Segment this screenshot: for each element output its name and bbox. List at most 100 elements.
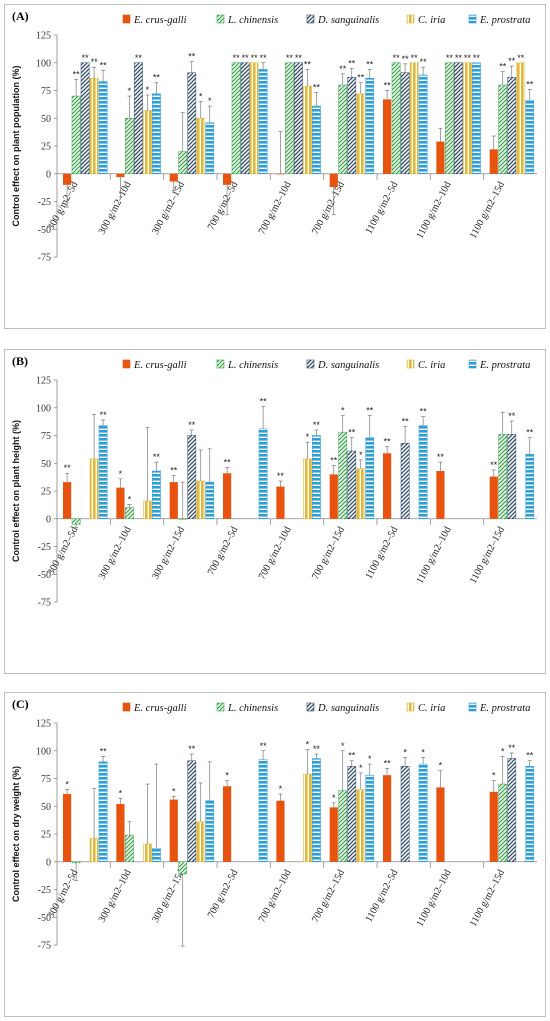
y-tick-label: 50 bbox=[41, 114, 51, 125]
bar-e-crus-galli-7 bbox=[383, 453, 392, 519]
x-tick-label: 1100 g/m2–5d bbox=[364, 180, 401, 236]
legend-item-d-sanguinalis: D. sanguinalis bbox=[306, 14, 379, 26]
significance-label: ** bbox=[251, 53, 259, 63]
chart-panel-b: (B) E. crus-galli L. chinensis D. sanguinal… bbox=[4, 349, 546, 674]
bar-e-crus-galli-3 bbox=[169, 173, 178, 182]
bar-c-iria-5 bbox=[303, 458, 312, 519]
significance-label: ** bbox=[420, 407, 428, 417]
bar-c-iria-2 bbox=[143, 500, 152, 520]
legend-item-l-chinensis: L. chinensis bbox=[216, 359, 278, 371]
y-tick-label: 125 bbox=[36, 376, 51, 387]
bar-e-prostrata-7 bbox=[418, 74, 428, 174]
bar-c-iria-9 bbox=[516, 62, 526, 174]
legend-label: E. prostrata bbox=[479, 703, 530, 714]
bar-l-chinensis-3 bbox=[178, 861, 188, 875]
bar-e-crus-galli-5 bbox=[276, 173, 285, 175]
significance-label: * bbox=[306, 740, 310, 750]
significance-label: ** bbox=[366, 406, 374, 416]
bar-d-sanguinalis-9 bbox=[507, 76, 517, 174]
bar-e-crus-galli-8 bbox=[436, 471, 445, 519]
legend-item-e-crus-galli: E. crus-galli bbox=[122, 359, 187, 371]
bar-l-chinensis-6 bbox=[338, 431, 348, 519]
y-tick-label: 25 bbox=[41, 830, 51, 841]
y-tick-label: 75 bbox=[41, 431, 51, 442]
significance-label: * bbox=[332, 793, 336, 803]
y-tick-label: 0 bbox=[46, 169, 51, 180]
significance-label: ** bbox=[348, 751, 356, 761]
x-tick-label: 700 g/m2–15d bbox=[310, 868, 347, 924]
legend-item-c-iria: C. iria bbox=[406, 14, 445, 26]
y-tick-label: 0 bbox=[46, 514, 51, 525]
legend-item-d-sanguinalis: D. sanguinalis bbox=[306, 702, 379, 714]
bar-l-chinensis-5 bbox=[285, 62, 294, 174]
bar-l-chinensis-1 bbox=[71, 95, 81, 174]
chart-a-svg: (A) E. crus-galli L. chinensis D. sanguinal… bbox=[11, 9, 537, 264]
significance-label: ** bbox=[135, 53, 143, 63]
bar-e-prostrata-5 bbox=[312, 105, 321, 174]
legend-label: C. iria bbox=[418, 703, 445, 714]
bar-e-prostrata-3 bbox=[205, 481, 215, 519]
significance-label: ** bbox=[313, 83, 321, 93]
significance-label: ** bbox=[366, 59, 374, 69]
bar-d-sanguinalis-6 bbox=[347, 766, 357, 862]
y-tick-label: 0 bbox=[46, 857, 51, 868]
bar-e-crus-galli-2 bbox=[116, 173, 125, 178]
x-tick-label: 700 g/m2–5d bbox=[206, 180, 241, 232]
chart-panel-a: (A) E. crus-galli L. chinensis D. sanguinal… bbox=[4, 4, 546, 329]
panel-label: (C) bbox=[12, 697, 29, 711]
legend-label: L. chinensis bbox=[227, 703, 278, 714]
y-tick-label: 125 bbox=[36, 31, 51, 42]
significance-label: ** bbox=[313, 744, 321, 754]
legend-item-e-prostrata: E. prostrata bbox=[468, 359, 530, 371]
bar-e-crus-galli-6 bbox=[329, 173, 338, 188]
bar-d-sanguinalis-1 bbox=[80, 62, 90, 174]
significance-label: * bbox=[359, 763, 363, 773]
significance-label: ** bbox=[295, 53, 303, 63]
bar-c-iria-5 bbox=[303, 773, 312, 862]
bar-e-crus-galli-9 bbox=[489, 791, 498, 862]
bar-e-prostrata-9 bbox=[525, 766, 535, 862]
significance-label: * bbox=[199, 92, 203, 102]
x-tick-label: 1100 g/m2–10d bbox=[415, 525, 454, 586]
bar-c-iria-5 bbox=[303, 85, 312, 174]
bar-d-sanguinalis-4 bbox=[240, 62, 250, 174]
significance-label: * bbox=[225, 771, 229, 781]
significance-label: * bbox=[119, 469, 123, 479]
bar-c-iria-3 bbox=[196, 118, 206, 174]
significance-label: ** bbox=[260, 53, 268, 63]
y-tick-label: 75 bbox=[41, 86, 51, 97]
significance-label: * bbox=[403, 747, 407, 757]
bar-e-prostrata-2 bbox=[152, 848, 161, 862]
bar-e-prostrata-2 bbox=[152, 470, 161, 519]
significance-label: * bbox=[306, 432, 310, 442]
significance-label: ** bbox=[499, 62, 507, 72]
significance-label: * bbox=[368, 754, 372, 764]
significance-label: ** bbox=[508, 743, 516, 753]
bar-l-chinensis-7 bbox=[391, 62, 401, 174]
legend-swatch bbox=[216, 359, 225, 369]
bar-c-iria-1 bbox=[89, 838, 99, 863]
significance-label: ** bbox=[473, 53, 481, 63]
y-tick-label: -50 bbox=[38, 225, 51, 236]
y-axis-title: Control effect on plant height (%) bbox=[11, 420, 21, 562]
x-tick-label: 1100 g/m2–15d bbox=[468, 868, 507, 929]
bar-l-chinensis-1 bbox=[71, 861, 81, 864]
x-tick-label: 700 g/m2–10d bbox=[257, 868, 294, 924]
bar-l-chinensis-3 bbox=[178, 518, 188, 520]
bar-d-sanguinalis-7 bbox=[400, 72, 410, 174]
x-tick-label: 1100 g/m2–10d bbox=[415, 868, 454, 929]
chart-b-svg: (B) E. crus-galli L. chinensis D. sanguinal… bbox=[11, 354, 537, 609]
bar-e-crus-galli-3 bbox=[169, 482, 178, 519]
x-tick-label: 300 g/m2–10d bbox=[97, 525, 134, 581]
significance-label: ** bbox=[330, 455, 338, 465]
significance-label: ** bbox=[437, 452, 445, 462]
y-tick-label: 25 bbox=[41, 487, 51, 498]
bar-e-crus-galli-1 bbox=[63, 173, 72, 185]
legend-item-e-crus-galli: E. crus-galli bbox=[122, 14, 187, 26]
x-tick-label: 700 g/m2–5d bbox=[206, 525, 241, 577]
bar-e-prostrata-1 bbox=[98, 81, 108, 174]
significance-label: ** bbox=[446, 53, 454, 63]
bar-c-iria-3 bbox=[196, 480, 206, 519]
significance-label: ** bbox=[286, 53, 294, 63]
significance-label: ** bbox=[82, 53, 90, 63]
